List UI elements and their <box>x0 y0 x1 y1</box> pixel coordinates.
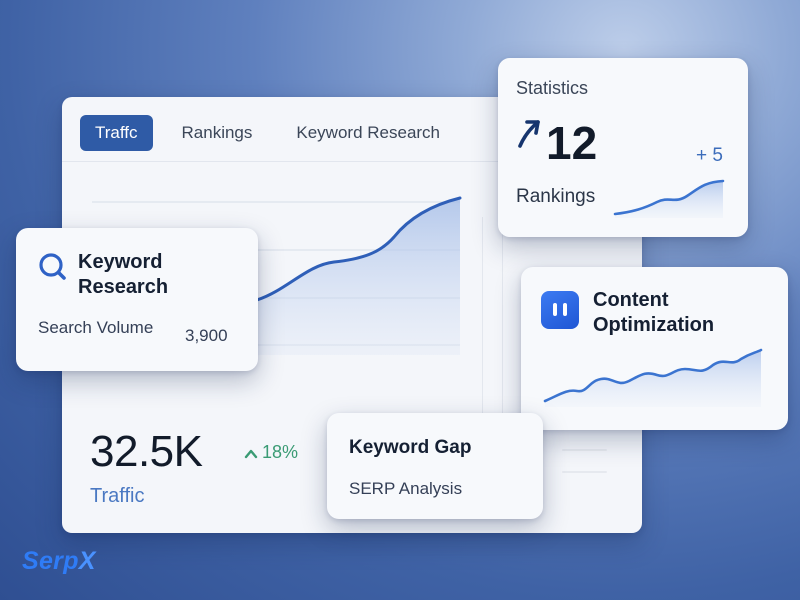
keyword-gap-card[interactable]: Keyword Gap SERP Analysis <box>327 413 543 519</box>
search-icon <box>39 253 66 280</box>
content-optimization-title: Content Optimization <box>593 289 715 336</box>
brand-name-serp: Serp <box>22 547 79 575</box>
traffic-label: Traffic <box>90 485 145 507</box>
divider <box>502 217 503 517</box>
statistics-card[interactable]: Statistics 12 + 5 Rankings <box>498 58 748 237</box>
rankings-sparkline <box>613 179 725 218</box>
brand-logo: SerpX <box>22 547 96 576</box>
keyword-research-title: Keyword Research <box>78 251 169 298</box>
traffic-line <box>255 196 462 302</box>
traffic-change: 18% <box>244 442 298 463</box>
placeholder-line <box>562 471 607 473</box>
keyword-research-card[interactable]: Keyword Research Search Volume 3,900 <box>16 228 258 371</box>
trend-arrow-icon <box>518 120 540 148</box>
arrow-up-icon <box>244 449 258 458</box>
placeholder-line <box>562 449 607 451</box>
tab-traffic[interactable]: Traffc <box>80 115 153 151</box>
search-volume-value: 3,900 <box>185 326 228 345</box>
traffic-value: 32.5K <box>90 427 203 476</box>
rankings-value: 12 <box>546 117 598 169</box>
sparkline-line <box>613 179 725 216</box>
sparkline-line <box>543 348 763 403</box>
serp-analysis-label: SERP Analysis <box>349 479 463 498</box>
brand-name-x: X <box>78 547 96 575</box>
rankings-change: + 5 <box>696 145 723 166</box>
divider <box>482 217 483 517</box>
content-optimization-card[interactable]: Content Optimization <box>521 267 788 430</box>
tab-rankings[interactable]: Rankings <box>181 123 253 142</box>
content-sparkline <box>543 348 763 407</box>
tab-divider <box>62 161 642 162</box>
rankings-label: Rankings <box>516 186 596 207</box>
sparkline-area <box>545 350 761 407</box>
tab-keyword-research[interactable]: Keyword Research <box>296 123 441 142</box>
statistics-title: Statistics <box>516 78 589 98</box>
traffic-area <box>257 198 460 355</box>
tab-bar: Traffc Rankings Keyword Research <box>80 115 469 151</box>
pause-icon <box>541 291 579 329</box>
traffic-change-value: 18% <box>262 442 299 462</box>
search-volume-label: Search Volume <box>38 318 154 337</box>
keyword-gap-title: Keyword Gap <box>349 437 472 458</box>
